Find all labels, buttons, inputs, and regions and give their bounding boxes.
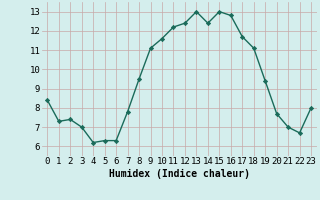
- X-axis label: Humidex (Indice chaleur): Humidex (Indice chaleur): [109, 169, 250, 179]
